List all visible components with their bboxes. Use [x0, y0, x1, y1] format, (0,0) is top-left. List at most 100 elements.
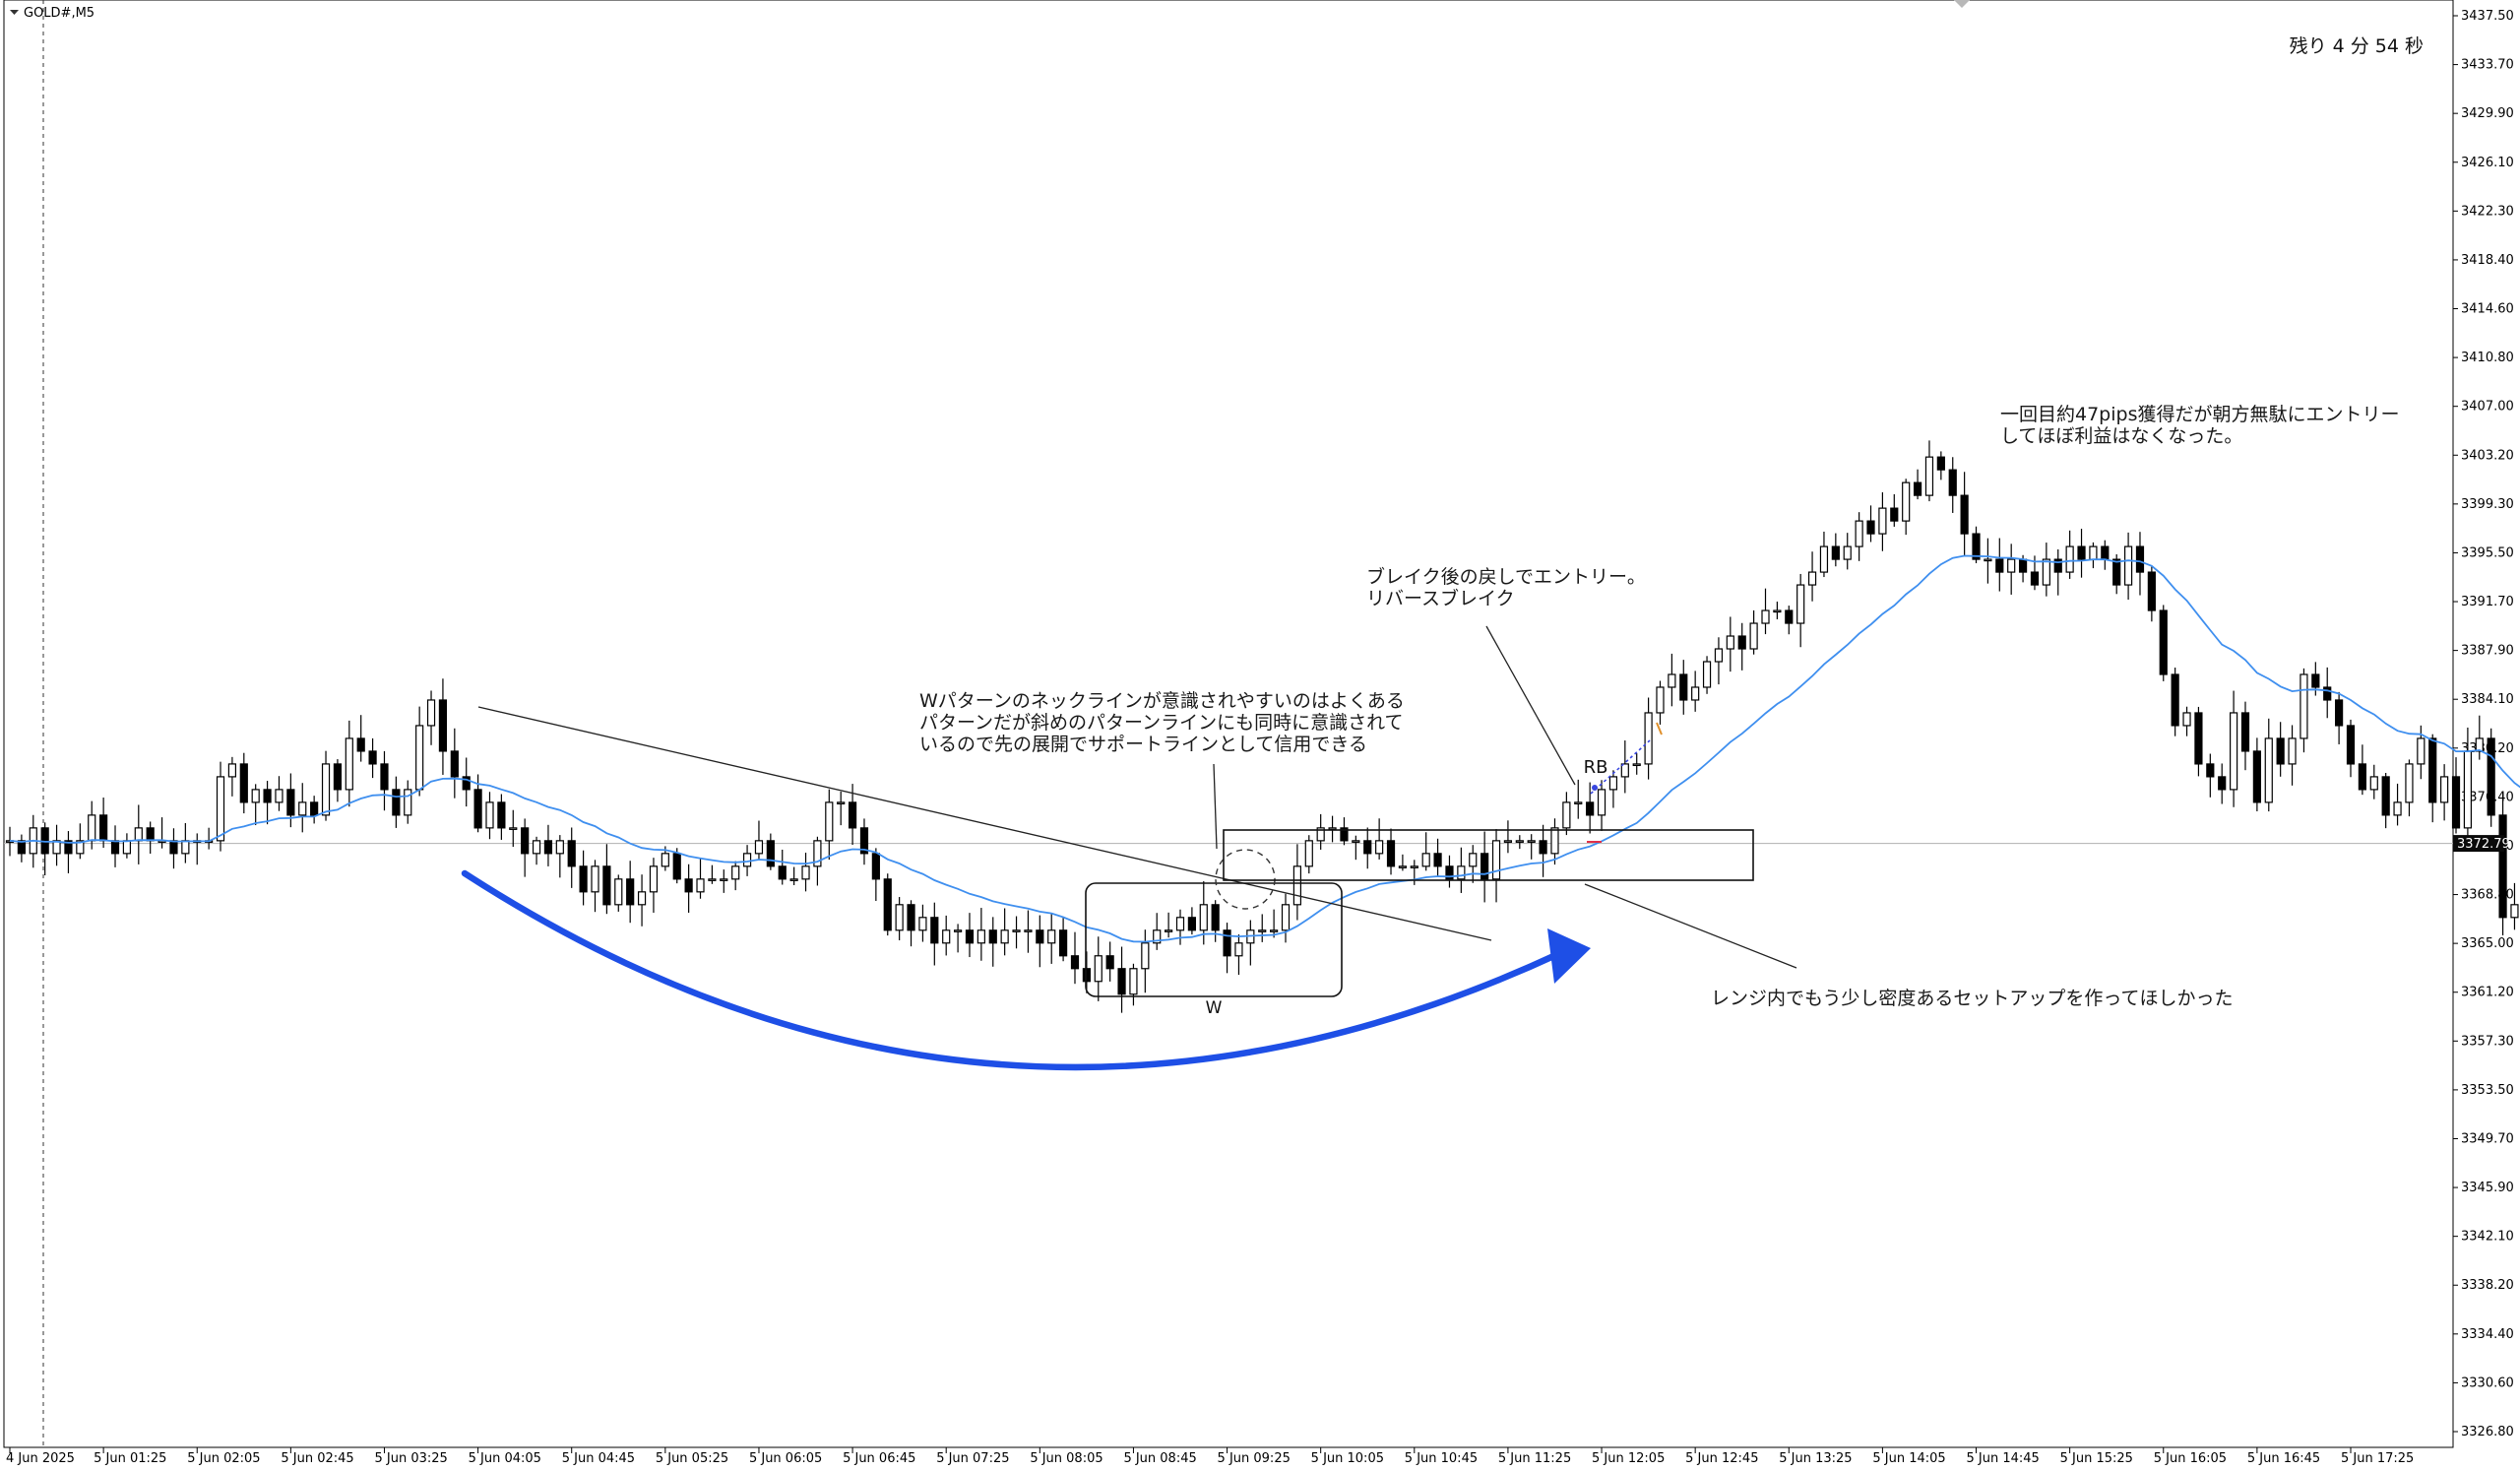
price-tick-label: 3326.80	[2461, 1425, 2514, 1439]
candle-body	[276, 790, 283, 802]
candle-body	[1599, 790, 1606, 815]
candle-body	[1867, 521, 1874, 534]
candle-body	[1609, 777, 1616, 790]
candle-body	[1001, 930, 1008, 943]
candle-body	[428, 700, 435, 726]
candle-body	[89, 815, 95, 841]
time-tick-label: 5 Jun 17:25	[2341, 1451, 2414, 1466]
candle-body	[1633, 764, 1640, 766]
price-tick-label: 3391.70	[2461, 595, 2514, 609]
candle-body	[580, 866, 587, 892]
time-tick-label: 5 Jun 08:05	[1030, 1451, 1102, 1466]
candle-body	[393, 790, 400, 815]
candle-body	[1271, 930, 1278, 932]
price-tick-label: 3349.70	[2461, 1131, 2514, 1146]
candle-body	[2312, 674, 2319, 687]
time-tick-label: 5 Jun 16:45	[2247, 1451, 2320, 1466]
time-tick-label: 5 Jun 03:25	[374, 1451, 447, 1466]
candle-body	[872, 854, 879, 879]
candle-body	[1575, 802, 1582, 804]
candle-body	[486, 802, 493, 828]
candle-body	[1915, 482, 1922, 495]
candle-body	[2183, 713, 2190, 726]
candle-body	[2429, 738, 2436, 802]
time-tick-label: 5 Jun 10:05	[1311, 1451, 1384, 1466]
candle-body	[2370, 777, 2377, 790]
current-price-tag: 3372.79	[2453, 835, 2510, 852]
candle-body	[299, 802, 306, 815]
time-tick-label: 5 Jun 14:45	[1967, 1451, 2040, 1466]
candle-body	[1048, 930, 1055, 943]
candle-body	[966, 930, 973, 943]
candle-body	[1376, 841, 1383, 854]
candle-body	[112, 841, 119, 854]
candle-body	[1329, 828, 1336, 830]
candle-body	[2125, 546, 2132, 585]
candle-body	[123, 841, 130, 854]
price-tick-label: 3338.20	[2461, 1278, 2514, 1293]
candle-body	[2031, 572, 2038, 585]
candle-body	[826, 802, 833, 841]
candle-body	[2008, 559, 2015, 572]
candle-body	[510, 828, 517, 830]
candle-body	[2382, 777, 2389, 815]
price-tick-label: 3334.40	[2461, 1327, 2514, 1342]
time-tick-label: 5 Jun 07:25	[936, 1451, 1009, 1466]
candle-body	[1481, 854, 1488, 879]
candle-body	[1704, 662, 1711, 687]
candle-body	[838, 802, 845, 804]
candle-body	[2113, 559, 2120, 585]
candle-body	[1130, 969, 1137, 994]
candle-body	[1949, 470, 1956, 495]
candle-body	[1458, 866, 1465, 879]
candle-body	[2289, 738, 2296, 764]
candle-body	[357, 738, 364, 751]
candle-body	[744, 854, 751, 866]
price-tick-label: 3426.10	[2461, 156, 2514, 170]
price-tick-label: 3357.30	[2461, 1034, 2514, 1049]
candle-body	[662, 854, 668, 866]
rb-entry-marker	[1592, 785, 1598, 791]
candle-body	[381, 764, 388, 790]
candle-body	[1025, 930, 1032, 932]
candle-body	[850, 802, 856, 828]
candle-body	[989, 930, 996, 943]
price-tick-label: 3429.90	[2461, 106, 2514, 121]
price-tick-label: 3330.60	[2461, 1375, 2514, 1390]
price-tick-label: 3433.70	[2461, 58, 2514, 73]
candle-body	[1353, 841, 1359, 843]
candle-body	[1587, 802, 1594, 815]
candle-body	[1903, 482, 1910, 521]
rb-label: RB	[1584, 757, 1608, 778]
candle-body	[1212, 905, 1219, 930]
candle-body	[2066, 546, 2073, 572]
candle-body	[1493, 841, 1500, 879]
time-tick-label: 5 Jun 04:05	[469, 1451, 541, 1466]
price-tick-label: 3387.90	[2461, 644, 2514, 659]
price-tick-label: 3403.20	[2461, 448, 2514, 463]
candle-body	[1083, 969, 1090, 982]
w-label: W	[1206, 998, 1223, 1018]
price-tick-label: 3353.50	[2461, 1083, 2514, 1098]
candle-body	[2172, 674, 2178, 726]
candle-body	[977, 930, 984, 943]
candle-body	[1399, 866, 1406, 868]
candle-body	[2265, 738, 2272, 802]
candle-body	[1984, 559, 1991, 561]
time-tick-label: 5 Jun 12:45	[1685, 1451, 1758, 1466]
candle-body	[1037, 930, 1043, 943]
candle-body	[1095, 956, 1102, 982]
time-tick-label: 5 Jun 02:05	[187, 1451, 260, 1466]
time-tick-label: 5 Jun 09:25	[1218, 1451, 1291, 1466]
price-tick-label: 3384.10	[2461, 692, 2514, 707]
candle-body	[2418, 738, 2425, 764]
time-tick-label: 5 Jun 13:25	[1779, 1451, 1852, 1466]
candle-body	[1259, 930, 1266, 932]
candle-body	[1528, 841, 1535, 843]
time-tick-label: 5 Jun 04:45	[562, 1451, 635, 1466]
candle-body	[147, 828, 154, 841]
candle-body	[2020, 559, 2027, 572]
candle-body	[697, 879, 704, 892]
